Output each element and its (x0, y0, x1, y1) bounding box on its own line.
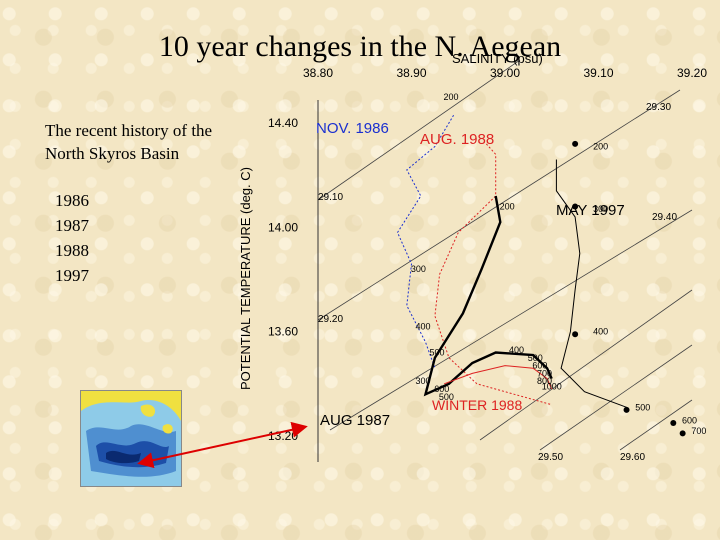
annotation-winter-1988: WINTER 1988 (432, 397, 522, 413)
depth-label: 500 (439, 392, 454, 402)
year-item: 1997 (55, 266, 89, 285)
y-axis-title: POTENTIAL TEMPERATURE (deg. C) (238, 167, 253, 390)
depth-label: 500 (528, 353, 543, 363)
map-location-arrow (137, 421, 308, 469)
depth-label: 400 (416, 321, 431, 331)
depth-label: 400 (593, 327, 608, 337)
depth-label: 600 (682, 415, 697, 425)
density-contour (539, 344, 693, 451)
depth-label: 500 (430, 348, 445, 358)
slide-title: 10 year changes in the N. Aegean (158, 30, 562, 63)
depth-label: 200 (500, 201, 515, 211)
density-contour (317, 59, 521, 201)
station-marker (623, 406, 630, 413)
station-marker (572, 140, 579, 147)
density-contour (479, 289, 693, 441)
density-contour-lines: 29.10 29.20 29.30 29.40 29.50 29.60 (317, 59, 693, 463)
x-axis-title: SALINITY (psu) (452, 51, 543, 66)
contour-label: 29.30 (646, 102, 671, 113)
x-tick-label: 38.90 (396, 66, 426, 80)
x-tick-label: 39.00 (490, 66, 520, 80)
annotation-may-1997: MAY 1997 (556, 202, 625, 219)
subtitle-line-2: North Skyros Basin (45, 144, 180, 163)
x-tick-label: 39.20 (677, 66, 707, 80)
depth-label: 700 (537, 368, 552, 378)
series-line (423, 195, 553, 397)
contour-label: 29.40 (652, 212, 677, 223)
year-list: 1986 1987 1988 1997 (55, 188, 89, 288)
depth-label: 300 (593, 204, 608, 214)
station-marker (679, 430, 686, 437)
density-contour (329, 209, 693, 431)
depth-label: 800 (537, 376, 552, 386)
year-item: 1988 (55, 241, 89, 260)
station-marker (670, 419, 677, 426)
y-tick-label: 13.60 (268, 325, 298, 339)
depth-label: 200 (593, 141, 608, 151)
depth-label: 700 (691, 426, 706, 436)
station-marker (572, 203, 579, 210)
series-line (434, 143, 552, 406)
contour-label: 29.50 (538, 452, 563, 463)
chart-series (396, 114, 686, 437)
subtitle-line-1: The recent history of the (45, 121, 213, 140)
density-contour (317, 89, 681, 321)
series-line (444, 365, 553, 390)
annotation-nov-1986: NOV. 1986 (316, 120, 389, 137)
depth-label: 600 (532, 361, 547, 371)
year-item: 1987 (55, 216, 89, 235)
x-tick-label: 38.80 (303, 66, 333, 80)
contour-label: 29.10 (318, 192, 343, 203)
contour-label: 29.20 (318, 314, 343, 325)
annotation-aug-1988: AUG. 1988 (420, 131, 494, 148)
depth-label: 300 (416, 376, 431, 386)
station-marker (572, 331, 579, 338)
depth-label: 500 (635, 402, 650, 412)
depth-label: 400 (509, 345, 524, 355)
y-tick-label: 14.00 (268, 220, 298, 234)
year-item: 1986 (55, 191, 89, 210)
annotation-aug-1987: AUG 1987 (320, 412, 390, 429)
depth-label: 600 (434, 384, 449, 394)
contour-label: 29.60 (620, 452, 645, 463)
depth-label: 200 (444, 92, 459, 102)
x-tick-label: 39.10 (583, 66, 613, 80)
series-line (555, 159, 627, 408)
series-line (396, 114, 455, 369)
depth-label: 300 (411, 264, 426, 274)
density-contour (619, 399, 693, 451)
depth-label: 1000 (542, 381, 562, 391)
chart-labels: SALINITY (psu) POTENTIAL TEMPERATURE (de… (238, 51, 706, 436)
y-tick-label: 14.40 (268, 116, 298, 130)
